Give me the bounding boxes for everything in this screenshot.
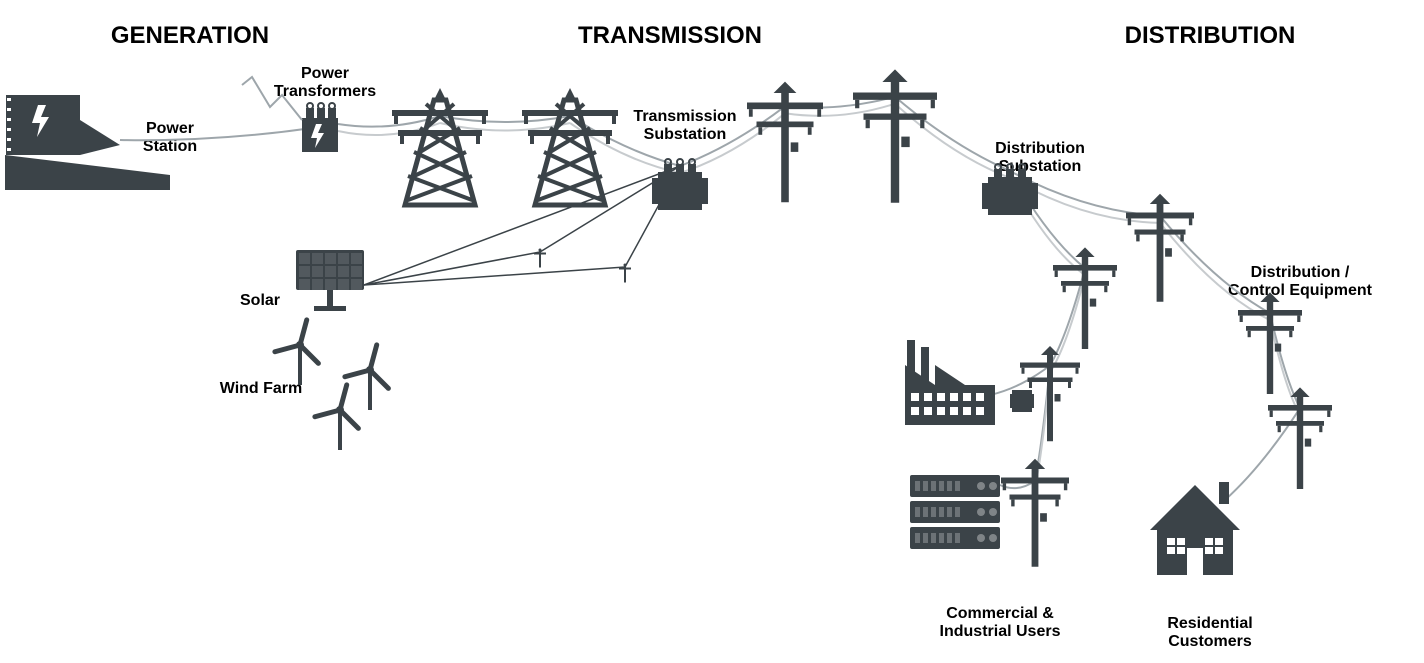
icons-layer — [0, 0, 1424, 663]
power-grid-diagram: { "type": "flowchart", "background_color… — [0, 0, 1424, 663]
